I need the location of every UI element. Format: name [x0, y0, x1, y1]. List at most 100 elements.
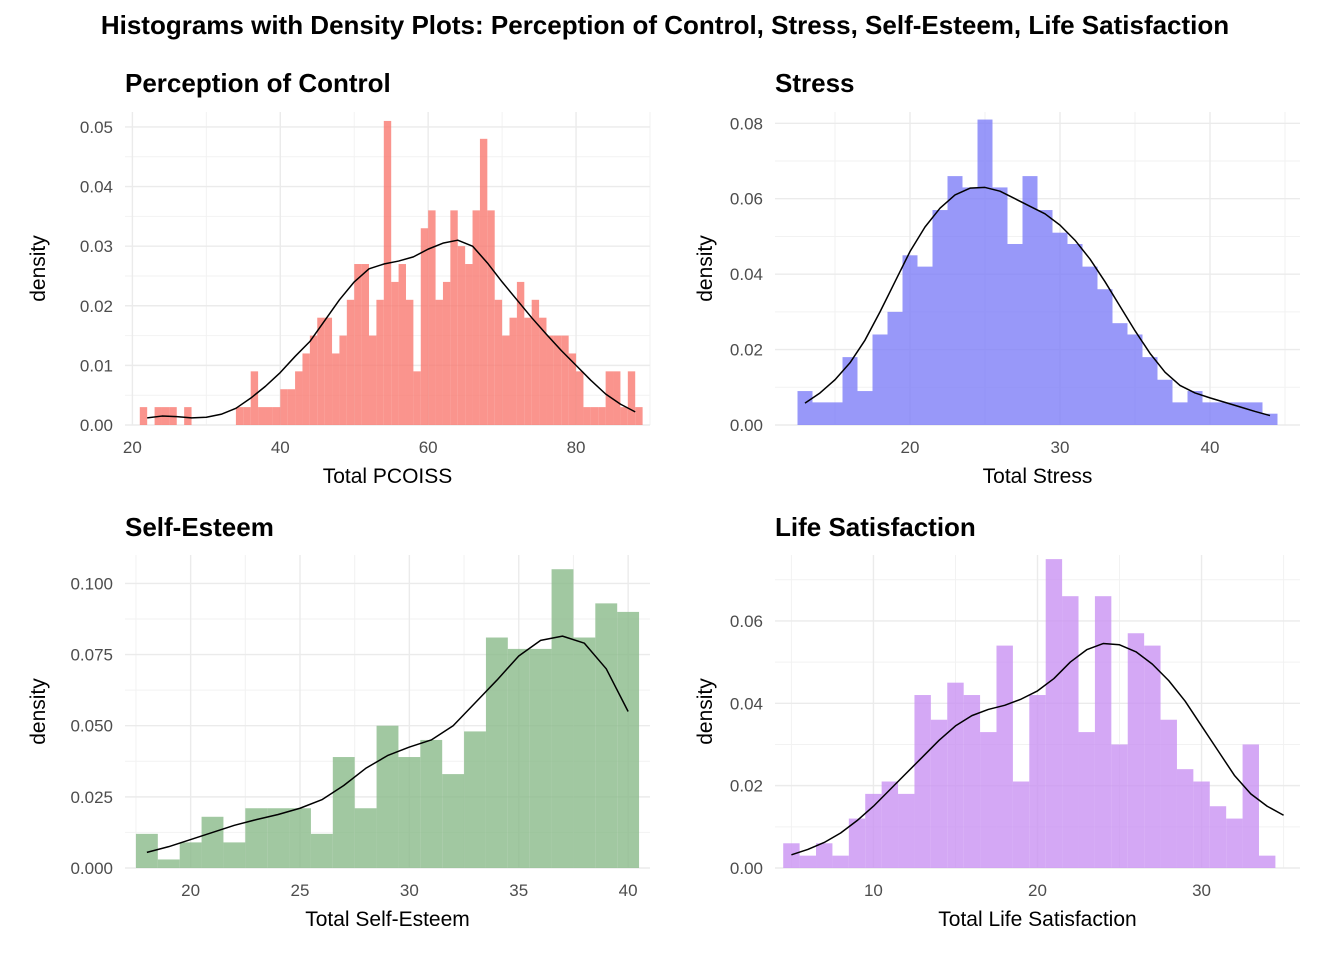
y-tick-label: 0.01: [80, 356, 113, 375]
histogram-bar: [383, 120, 392, 425]
y-tick-label: 0.03: [80, 237, 113, 256]
histogram-bar: [507, 648, 530, 868]
histogram-bar: [245, 808, 268, 868]
histogram-bar: [243, 407, 251, 425]
histogram-bar: [310, 833, 333, 868]
histogram-bar: [1144, 645, 1161, 868]
histogram-bar: [617, 611, 640, 868]
histogram-bar: [413, 371, 421, 425]
histogram-bar: [568, 353, 577, 425]
x-tick-label: 60: [419, 438, 438, 457]
histogram-bar: [865, 793, 882, 868]
histogram-bar: [1258, 855, 1276, 868]
histogram-bar: [201, 816, 224, 868]
histogram-bar: [996, 645, 1013, 868]
histogram-bar: [398, 264, 406, 425]
histogram-bar: [442, 281, 451, 425]
y-tick-label: 0.02: [730, 341, 763, 360]
x-tick-label: 30: [1192, 881, 1211, 900]
histogram-bar: [1112, 323, 1128, 425]
histogram-bar: [354, 264, 362, 425]
x-tick-label: 30: [1051, 438, 1070, 457]
y-tick-label: 0.00: [80, 416, 113, 435]
density-curve: [804, 186, 1271, 417]
histogram-bar: [842, 357, 858, 425]
histogram-bar: [1242, 744, 1259, 868]
x-tick-label: 40: [1201, 438, 1220, 457]
histogram-bar: [1045, 559, 1063, 868]
histogram-bar: [332, 353, 340, 425]
histogram-bar: [816, 843, 833, 868]
panel-title-life-satisfaction: Life Satisfaction: [775, 512, 976, 542]
histogram-bar: [184, 407, 192, 425]
histogram-bar: [1202, 402, 1218, 425]
histogram-bar: [1012, 781, 1030, 868]
histogram-bar: [369, 335, 377, 425]
panel-title-self-esteem: Self-Esteem: [125, 512, 274, 542]
y-tick-label: 0.02: [730, 777, 763, 796]
histogram-bar: [428, 210, 436, 425]
y-tick-label: 0.100: [70, 574, 113, 593]
histogram-bar: [1226, 818, 1243, 868]
histogram-bar: [235, 407, 244, 425]
histogram-bar: [289, 808, 311, 868]
histogram-bar: [442, 774, 465, 868]
histogram-bar: [553, 335, 562, 425]
histogram-bar: [1078, 732, 1095, 868]
histogram-bar: [376, 725, 399, 868]
histogram-bar: [930, 719, 948, 868]
histogram-bar: [376, 299, 384, 425]
histogram-bar: [524, 317, 532, 425]
histogram-bars: [783, 559, 1276, 868]
histogram-bar: [1022, 176, 1038, 425]
y-axis-label: density: [694, 678, 717, 745]
x-tick-label: 20: [1028, 881, 1047, 900]
y-tick-label: 0.04: [730, 265, 763, 284]
histogram-bar: [135, 833, 158, 868]
histogram-bar: [932, 210, 948, 425]
histogram-bar: [1062, 596, 1079, 868]
histogram-bar: [992, 187, 1008, 425]
x-tick-label: 20: [123, 438, 142, 457]
histogram-bar: [898, 793, 915, 868]
histogram-bar: [881, 781, 899, 868]
histogram-bar: [1157, 379, 1173, 425]
histogram-bar: [914, 695, 931, 868]
histogram-bar: [223, 842, 246, 868]
x-tick-label: 80: [567, 438, 586, 457]
histogram-bar: [635, 407, 643, 425]
histogram-bar: [465, 264, 473, 425]
y-tick-label: 0.08: [730, 114, 763, 133]
y-axis-label: density: [694, 235, 717, 302]
y-tick-label: 0.05: [80, 118, 113, 137]
y-tick-label: 0.06: [730, 190, 763, 209]
histogram-bar: [1142, 357, 1158, 425]
histogram-bar: [1111, 744, 1128, 868]
x-tick-label: 40: [619, 881, 638, 900]
histogram-bar: [627, 371, 636, 425]
histogram-bar: [485, 637, 508, 868]
histogram-bar: [354, 808, 377, 868]
histogram-bar: [539, 317, 547, 425]
histogram-bar: [295, 371, 303, 425]
histogram-bar: [977, 119, 993, 425]
histogram-bar: [583, 407, 591, 425]
histogram-bar: [324, 317, 333, 425]
histogram-bar: [620, 407, 628, 425]
histogram-bar: [391, 281, 399, 425]
y-tick-label: 0.000: [70, 859, 113, 878]
y-axis-label: density: [27, 678, 50, 745]
y-tick-label: 0.025: [70, 788, 113, 807]
histogram-bar: [157, 859, 180, 868]
histogram-bar: [576, 371, 584, 425]
density-curve: [791, 642, 1284, 856]
histogram-bar: [812, 402, 828, 425]
histogram-bar: [1172, 402, 1188, 425]
histogram-bar: [1262, 413, 1278, 425]
x-axis-label: Total Stress: [983, 465, 1093, 488]
histogram-bar: [962, 187, 978, 425]
histogram-bar: [872, 334, 888, 425]
histogram-bar: [472, 210, 480, 425]
